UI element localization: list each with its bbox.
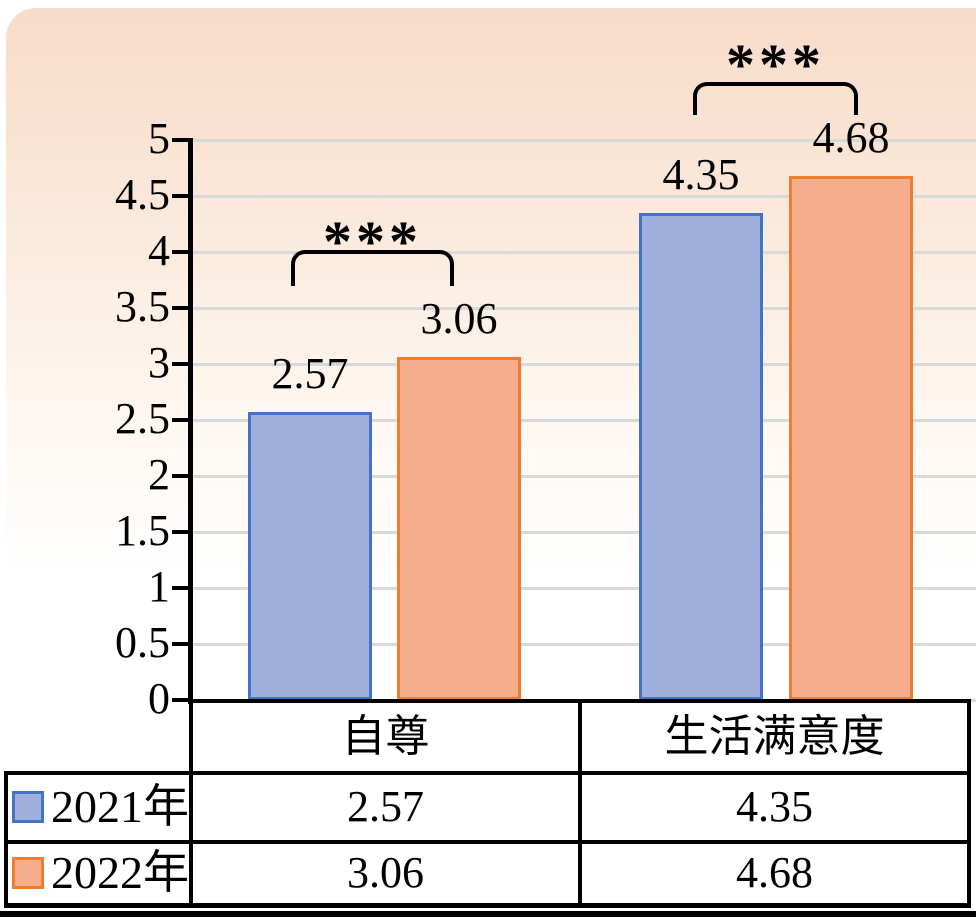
table-value-2021-zizun: 2.57 xyxy=(347,781,424,831)
y-axis-tick xyxy=(172,642,190,646)
y-axis-tick-label: 3.5 xyxy=(115,282,170,331)
table-divider-categories xyxy=(578,699,582,908)
bar-value-label: 2.57 xyxy=(271,349,349,398)
y-axis-tick-label: 3 xyxy=(148,338,170,387)
bar-value-label: 4.68 xyxy=(812,113,890,162)
y-axis-line xyxy=(188,138,193,704)
bar-value-label: 3.06 xyxy=(420,294,498,343)
y-axis-tick xyxy=(172,250,190,254)
gridline xyxy=(191,475,976,478)
bar-2021年-生活满意度 xyxy=(639,213,763,700)
y-axis-tick-label: 0.5 xyxy=(115,618,170,667)
gridline xyxy=(191,251,976,254)
table-value-2021-shenghuo: 4.35 xyxy=(736,781,813,831)
table-divider-legend xyxy=(189,699,193,908)
gridline xyxy=(191,643,976,646)
table-border-right xyxy=(967,699,971,908)
bar-2021年-自尊 xyxy=(248,412,372,700)
figure-bottom-edge xyxy=(0,911,976,917)
y-axis-tick-label: 4 xyxy=(148,226,170,275)
gridline xyxy=(191,195,976,198)
y-axis-tick xyxy=(172,474,190,478)
table-value-2022-zizun: 3.06 xyxy=(347,848,424,897)
table-border-row1 xyxy=(4,771,971,775)
gridline xyxy=(191,419,976,422)
y-axis-tick-label: 2.5 xyxy=(115,394,170,443)
legend-row-2021: 2021年 xyxy=(12,775,189,838)
bar-value-label: 4.35 xyxy=(662,150,740,199)
y-axis-tick-label: 1.5 xyxy=(115,506,170,555)
gridline xyxy=(191,531,976,534)
table-border-left xyxy=(4,771,8,908)
significance-bracket-zizun xyxy=(291,250,454,286)
table-header-category-2: 生活满意度 xyxy=(664,712,885,761)
legend-swatch-2021 xyxy=(12,790,44,823)
y-axis-tick xyxy=(172,530,190,534)
legend-row-2022: 2022年 xyxy=(12,844,189,902)
y-axis-tick-label: 0 xyxy=(148,674,170,723)
y-axis-tick-label: 1 xyxy=(148,562,170,611)
y-axis-tick xyxy=(172,418,190,422)
significance-bracket-shenghuo xyxy=(693,82,858,115)
y-axis-tick-label: 5 xyxy=(148,114,170,163)
legend-label-2022: 2022年 xyxy=(51,847,189,898)
table-border-row2 xyxy=(4,840,971,844)
y-axis-tick-label: 4.5 xyxy=(115,170,170,219)
significance-label-shenghuo: *** xyxy=(726,32,825,97)
y-axis-tick-label: 2 xyxy=(148,450,170,499)
significance-label-zizun: *** xyxy=(323,209,422,274)
table-border-bottom xyxy=(4,903,971,908)
y-axis-tick xyxy=(172,586,190,590)
bar-2022年-生活满意度 xyxy=(789,176,913,700)
y-axis-tick xyxy=(172,362,190,366)
y-axis-tick xyxy=(172,698,190,702)
legend-swatch-2022 xyxy=(12,857,44,889)
table-header-category-1: 自尊 xyxy=(341,712,430,761)
y-axis-tick xyxy=(172,138,190,142)
y-axis-tick xyxy=(172,306,190,310)
table-value-2022-shenghuo: 4.68 xyxy=(736,848,813,897)
bar-2022年-自尊 xyxy=(397,357,521,700)
gridline xyxy=(191,587,976,590)
legend-label-2021: 2021年 xyxy=(51,780,189,832)
y-axis-tick xyxy=(172,194,190,198)
gridline xyxy=(191,307,976,310)
gridline xyxy=(191,139,976,142)
gridline xyxy=(191,363,976,366)
